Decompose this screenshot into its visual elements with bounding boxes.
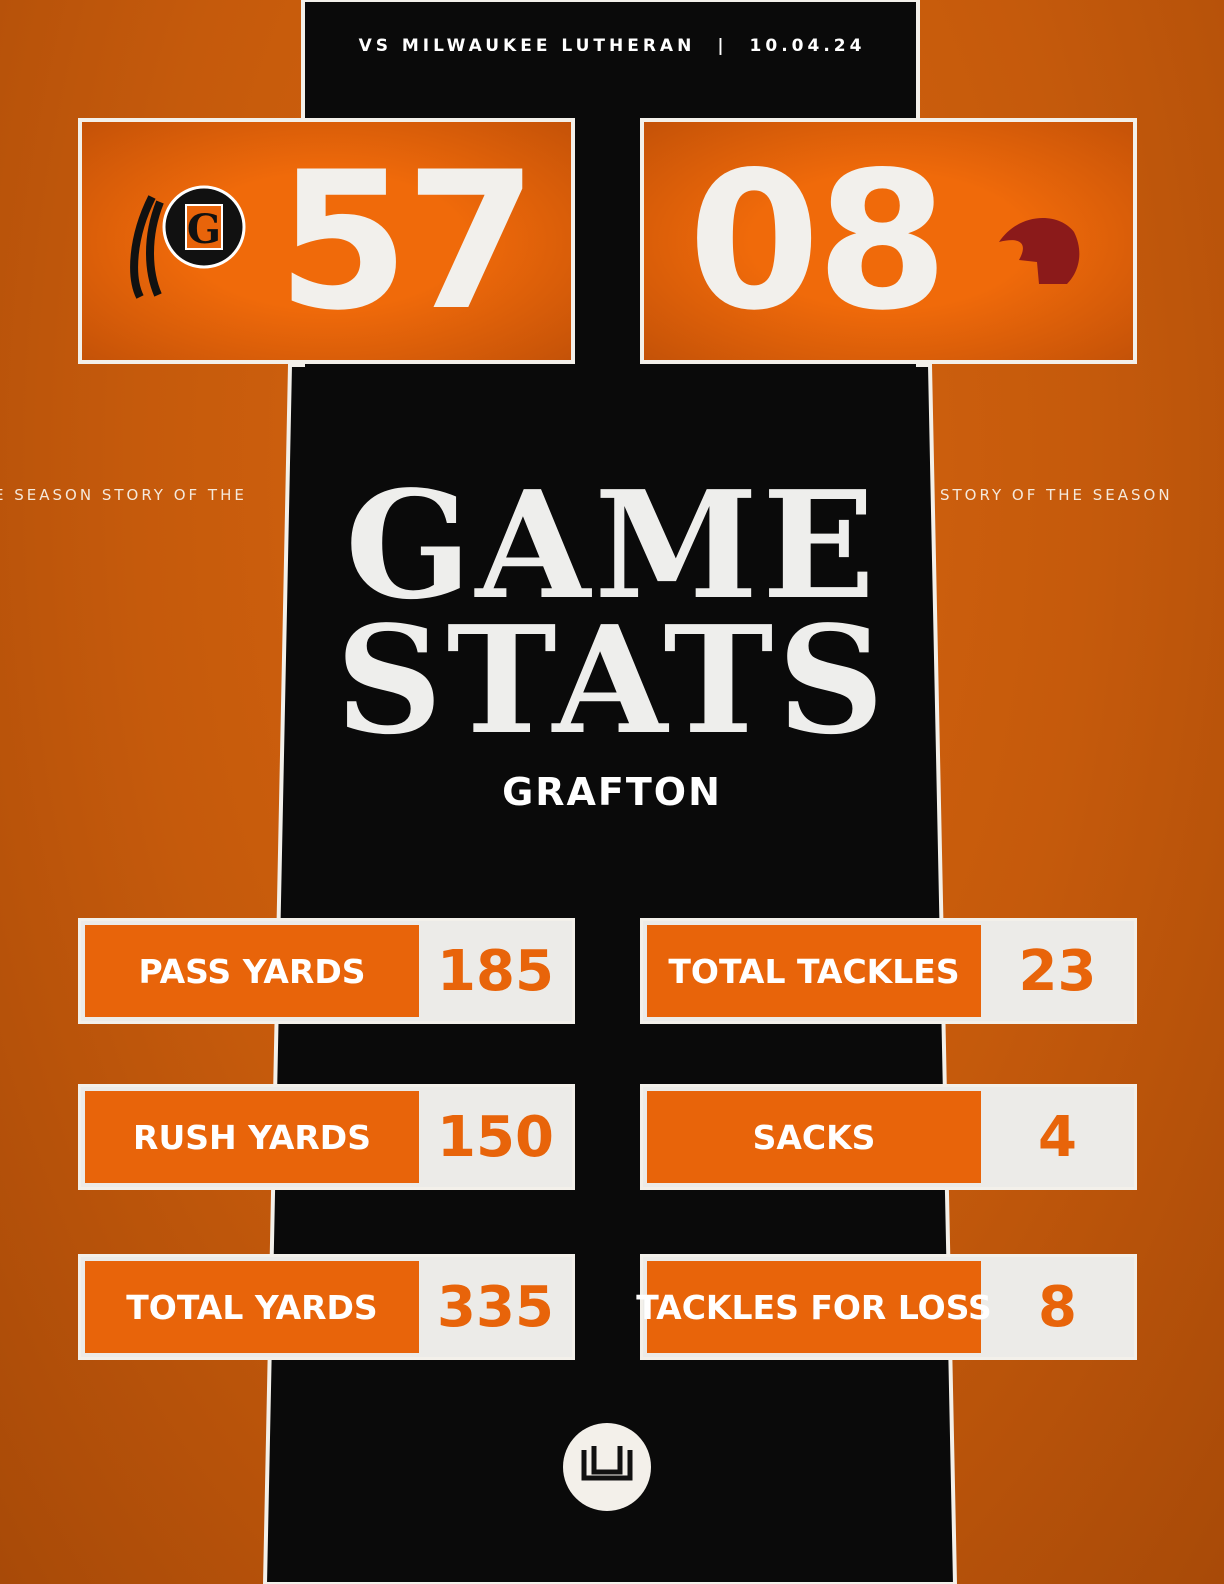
stat-value: 4	[1038, 1104, 1077, 1170]
home-logo: G	[130, 185, 246, 299]
title-line-2: STATS	[335, 593, 889, 767]
separator: |	[717, 36, 728, 56]
stat-row: RUSH YARDS 150	[78, 1084, 575, 1190]
title-line-1: GAME	[345, 458, 879, 632]
away-logo	[999, 218, 1080, 284]
stat-label: PASS YARDS	[85, 925, 419, 1017]
stat-row: TOTAL TACKLES 23	[640, 918, 1137, 1024]
stat-label: TOTAL TACKLES	[647, 925, 981, 1017]
stat-label: TOTAL YARDS	[85, 1261, 419, 1353]
stat-value: 150	[437, 1104, 554, 1170]
stat-label: RUSH YARDS	[85, 1091, 419, 1183]
footer-logo-mark	[581, 1446, 633, 1481]
matchup: VS MILWAUKEE LUTHERAN	[358, 36, 696, 56]
svg-text:G: G	[187, 206, 221, 253]
stat-value: 23	[1018, 938, 1097, 1004]
side-text-left: E SEASON STORY OF THE	[0, 486, 247, 504]
home-score-box: G 57	[78, 118, 575, 364]
away-score-box: 08	[640, 118, 1137, 364]
side-text-right: STORY OF THE SEASON	[940, 486, 1173, 504]
away-score: 08	[688, 131, 948, 352]
stat-label: TACKLES FOR LOSS	[636, 1261, 992, 1353]
stat-value: 335	[437, 1274, 554, 1340]
stat-row: TACKLES FOR LOSS 8	[636, 1254, 1137, 1360]
footer-logo	[563, 1423, 651, 1511]
team-name: GRAFTON	[502, 770, 722, 814]
stat-row: PASS YARDS 185	[78, 918, 575, 1024]
stat-row: TOTAL YARDS 335	[78, 1254, 575, 1360]
stat-label: SACKS	[647, 1091, 981, 1183]
home-score: 57	[277, 131, 537, 352]
header: VS MILWAUKEE LUTHERAN | 10.04.24	[0, 36, 1224, 56]
stat-value: 185	[437, 938, 554, 1004]
stat-value: 8	[1038, 1274, 1077, 1340]
stat-row: SACKS 4	[640, 1084, 1137, 1190]
date: 10.04.24	[749, 36, 866, 56]
